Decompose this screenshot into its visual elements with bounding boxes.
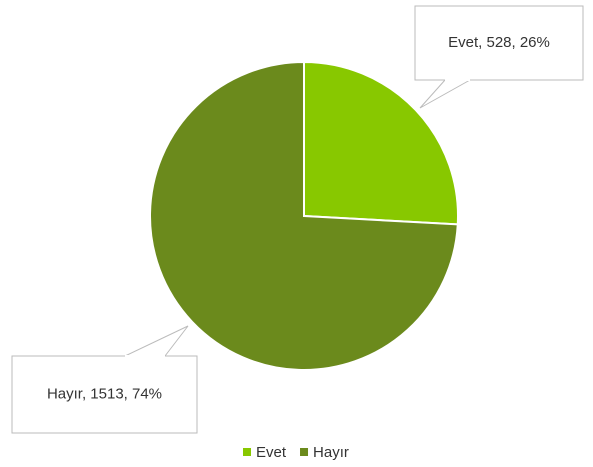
- pie-slice: [303, 60, 459, 226]
- callout-box: [414, 5, 584, 81]
- pie-slice: [149, 60, 459, 371]
- legend-label: Hayır: [313, 444, 349, 461]
- legend-swatch: [300, 448, 309, 456]
- data-label: Evet, 528, 26%: [448, 34, 550, 51]
- legend-label: Evet: [256, 444, 287, 461]
- callout-pointer: [124, 325, 189, 357]
- data-label: Hayır, 1513, 74%: [47, 385, 162, 402]
- legend-swatch: [243, 448, 251, 456]
- callout-box: [11, 355, 198, 434]
- callout-pointer: [419, 79, 471, 109]
